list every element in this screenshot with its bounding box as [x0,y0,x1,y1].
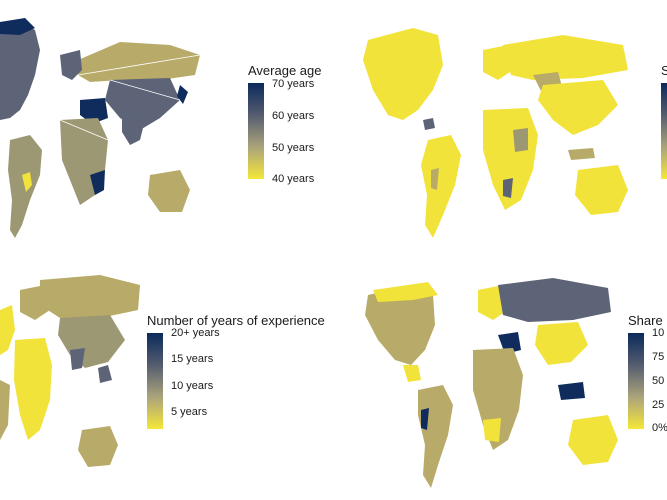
region-north-america-edge [0,305,15,355]
region-canada [373,282,438,302]
world-map-share [365,278,618,488]
region-japan [177,85,188,104]
region-africa-south [90,170,105,195]
region-south-america [421,135,461,238]
region-central-america [403,365,421,382]
legend-label-10: 10 years [171,380,214,392]
region-australia [148,170,190,212]
region-asia [58,315,125,368]
legend-title: Average age [248,63,322,78]
legend-title: S [661,63,667,78]
region-canada-top [0,18,35,35]
region-europe [60,50,82,80]
region-middle-east [80,98,108,124]
region-indonesia [568,148,595,160]
map-panel-average-age: Average age 70 years 60 years 50 years 4… [0,0,333,250]
region-south-america-mid [22,172,32,192]
world-map-experience [0,275,140,467]
region-central-america [423,118,435,130]
legend-label-25: 25 [652,399,665,411]
legend-label-70: 70 years [272,78,315,90]
region-southeast-asia [558,382,585,400]
region-australia [575,165,628,215]
world-map-top-right [363,28,628,238]
region-north-america [365,285,435,365]
region-south-america [418,385,453,488]
region-australia [78,426,118,467]
region-north-america [363,28,443,120]
legend-label-15: 15 years [171,353,214,365]
legend-label-75: 75 [652,351,665,363]
region-africa-south [483,418,501,442]
world-map-average-age [0,18,201,238]
legend-label-0: 0% [652,422,667,434]
map-panel-experience: Number of years of experience 20+ years … [0,250,333,500]
legend-colorbar [248,83,264,179]
region-south-america-west [431,168,439,190]
legend-label-40: 40 years [272,173,315,185]
region-asia [105,78,180,130]
region-africa-east [513,128,528,152]
region-russia [40,275,140,318]
region-africa [60,118,108,205]
region-south-asia [70,348,85,370]
legend-label-60: 60 years [272,110,315,122]
legend-colorbar [661,83,667,179]
region-africa-south [503,178,513,198]
region-russia [498,278,611,322]
region-russia [503,35,628,80]
region-china [535,322,588,365]
region-asia [538,80,618,135]
region-south-asia [122,118,145,145]
region-south-america-edge [0,380,10,440]
legend-title: Number of years of experience [147,313,325,328]
region-russia [78,42,200,82]
map-panel-share: Share 10 75 50 25 0% [333,250,667,500]
legend-colorbar [628,333,644,429]
region-africa [14,338,52,440]
region-southeast-asia [98,365,112,383]
legend-label-5: 5 years [171,406,208,418]
legend-colorbar [147,333,163,429]
legend-label-50: 50 years [272,142,315,154]
legend-label-100: 10 [652,327,665,339]
legend-label-20: 20+ years [171,327,220,339]
region-south-america-west [421,408,429,430]
map-panel-top-right: S [333,0,667,250]
region-north-america [0,22,40,120]
region-australia [568,415,618,465]
legend-title: Share [628,313,663,328]
legend-label-50: 50 [652,375,665,387]
